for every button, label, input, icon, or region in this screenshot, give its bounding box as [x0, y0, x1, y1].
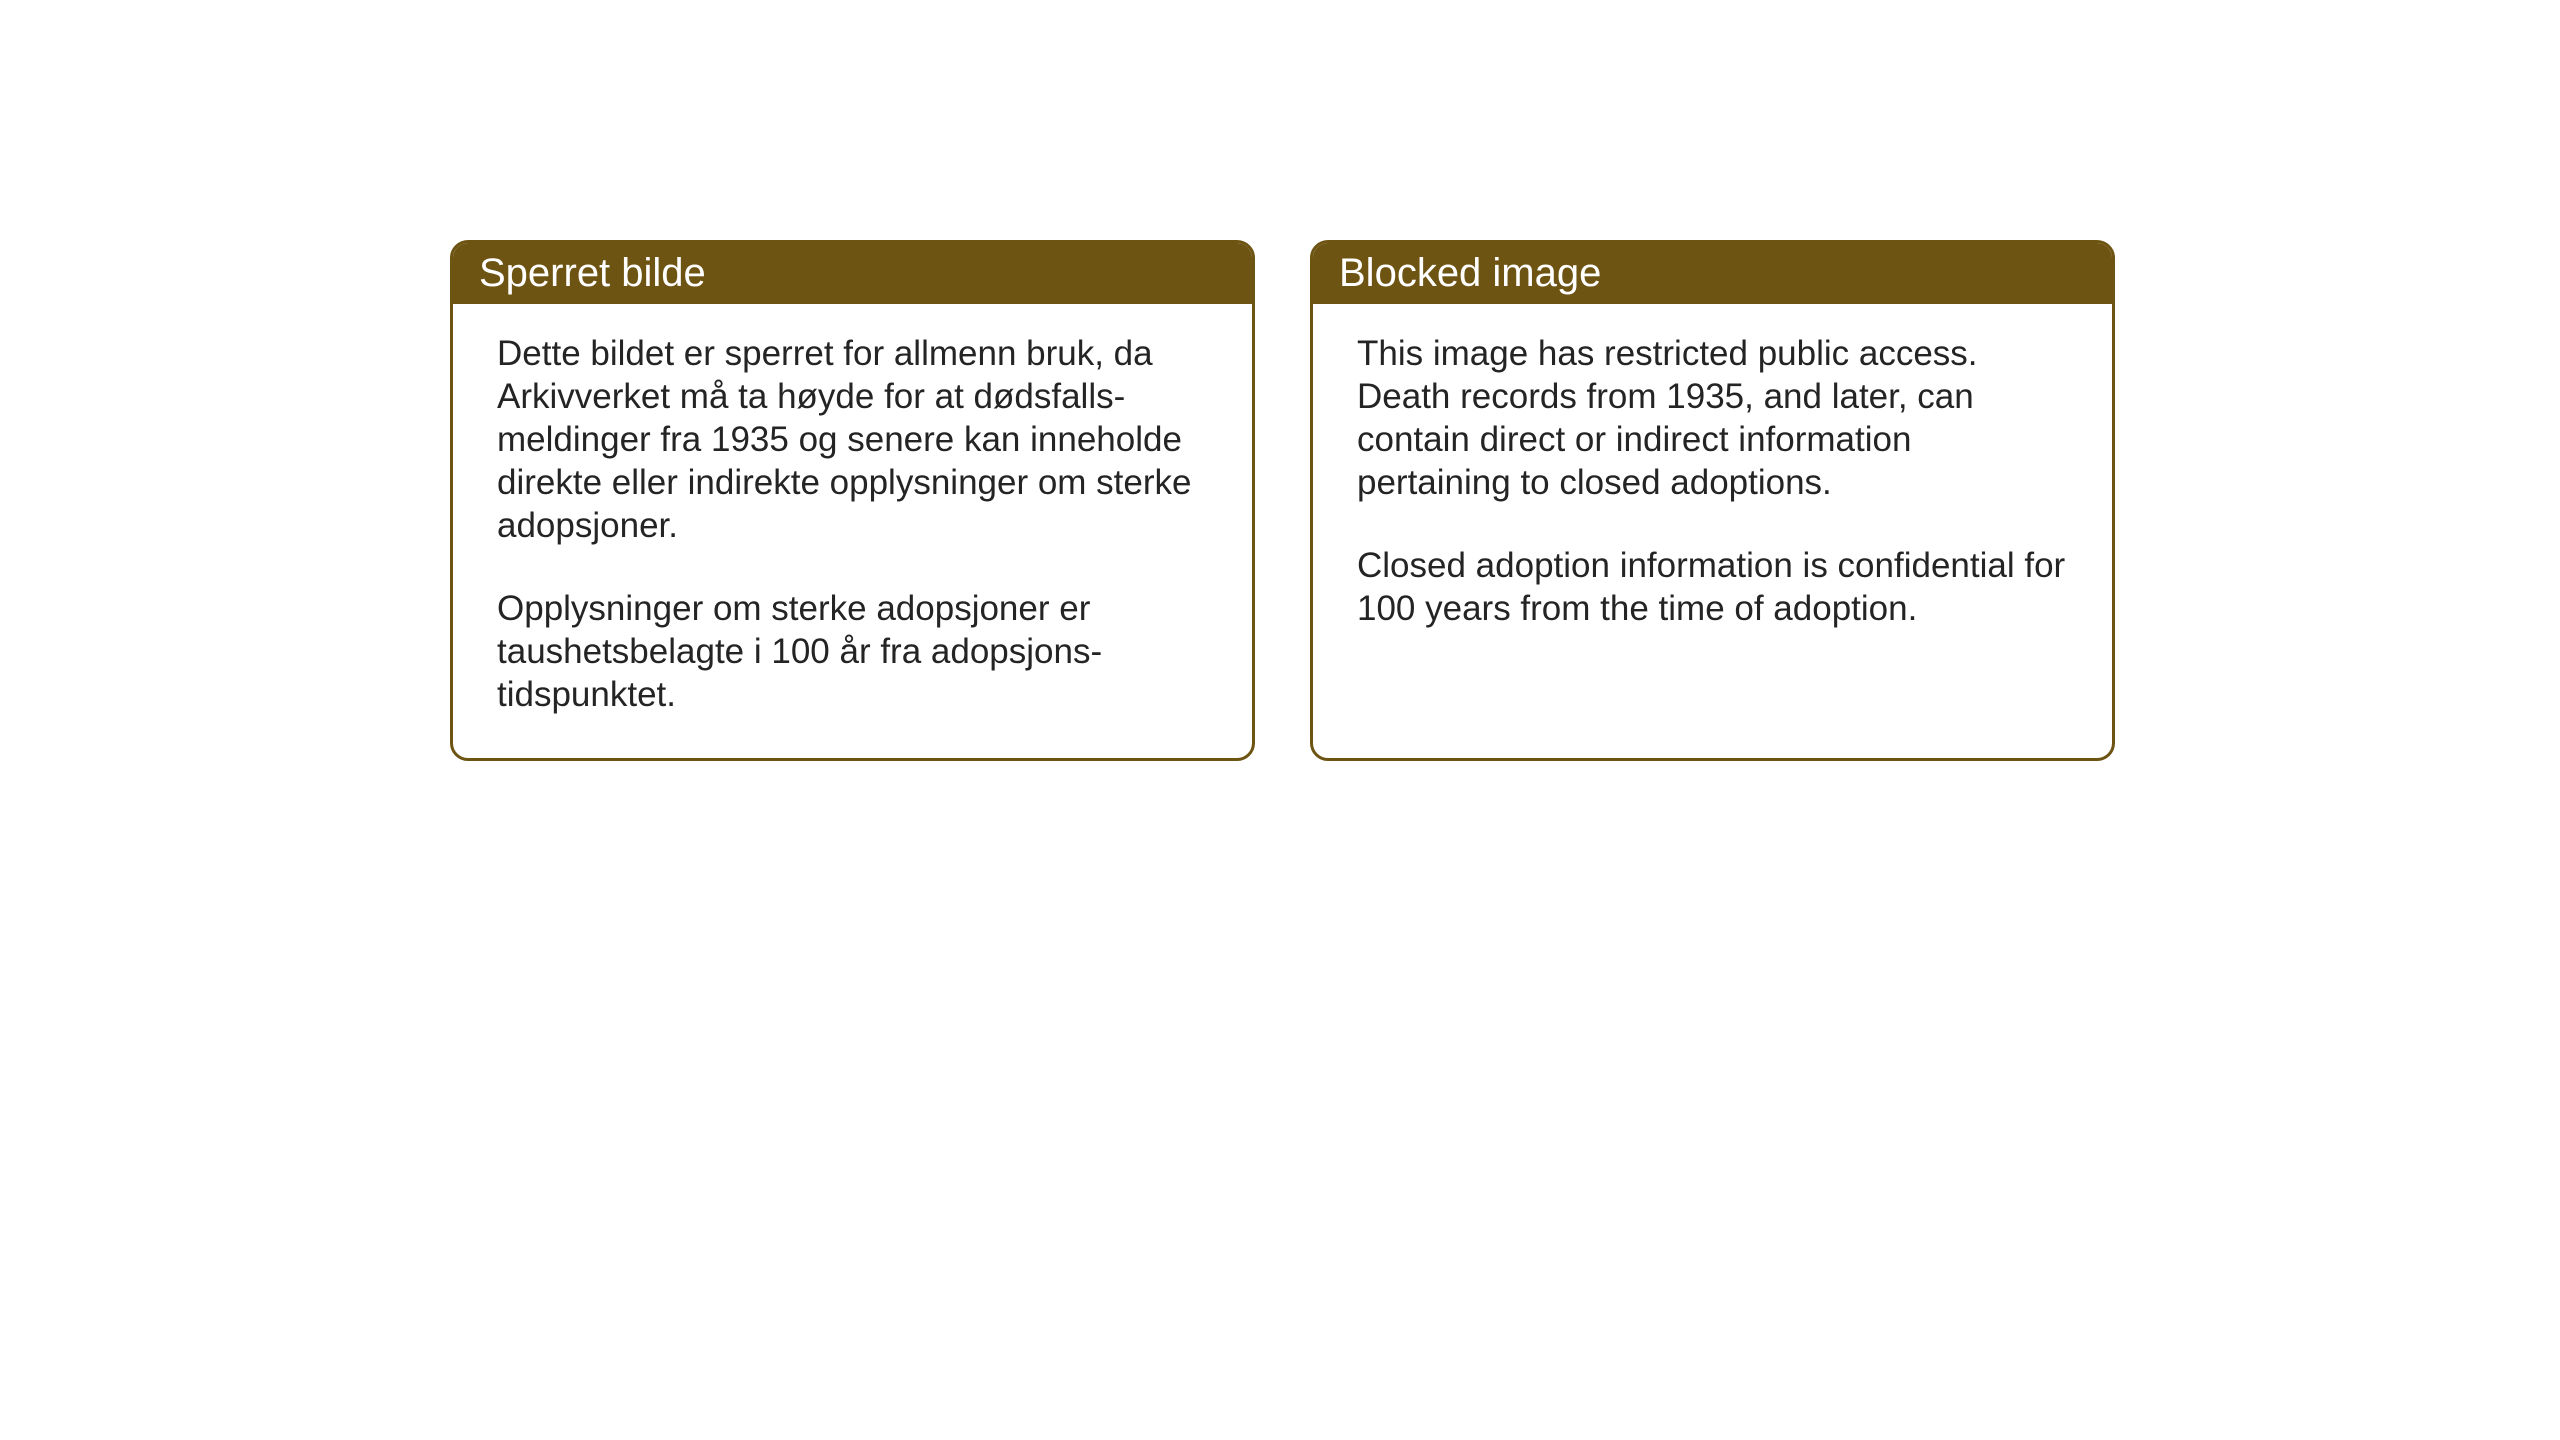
- card-header-english: Blocked image: [1313, 243, 2112, 304]
- card-body-norwegian: Dette bildet er sperret for allmenn bruk…: [453, 304, 1252, 758]
- card-paragraph-2: Opplysninger om sterke adopsjoner er tau…: [497, 587, 1208, 716]
- card-header-norwegian: Sperret bilde: [453, 243, 1252, 304]
- card-english: Blocked image This image has restricted …: [1310, 240, 2115, 761]
- card-paragraph-2: Closed adoption information is confident…: [1357, 544, 2068, 630]
- card-body-english: This image has restricted public access.…: [1313, 304, 2112, 672]
- cards-container: Sperret bilde Dette bildet er sperret fo…: [450, 240, 2115, 761]
- card-paragraph-1: Dette bildet er sperret for allmenn bruk…: [497, 332, 1208, 547]
- card-paragraph-1: This image has restricted public access.…: [1357, 332, 2068, 504]
- card-norwegian: Sperret bilde Dette bildet er sperret fo…: [450, 240, 1255, 761]
